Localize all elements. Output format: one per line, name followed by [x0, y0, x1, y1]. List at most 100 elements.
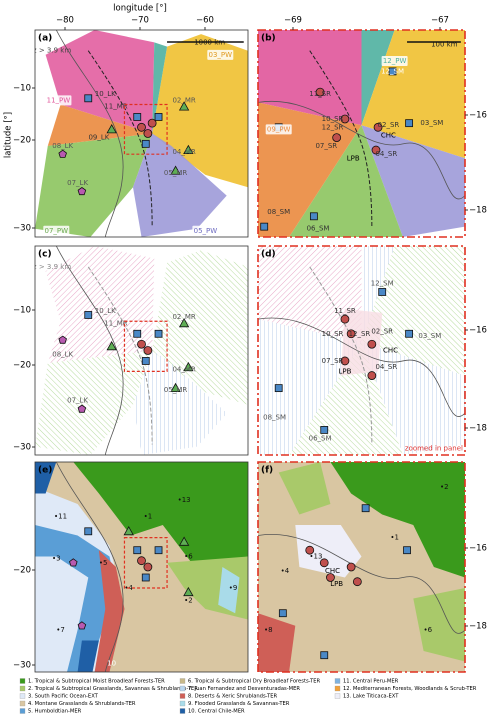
annotation: 03_SM — [420, 119, 443, 127]
station-marker — [133, 546, 142, 555]
station-marker — [340, 114, 350, 124]
region — [133, 350, 227, 455]
station-marker — [367, 371, 377, 380]
annotation: 07_SR — [315, 142, 337, 150]
legend-label: 8. Deserts & Xeric Shrublands-TER — [188, 694, 278, 700]
annotation: 12_SR — [322, 123, 344, 131]
map-panel: 12_SM 11_SR 10_SR 12_SR 02_SR 03_SM CHC 07_SR 04… — [258, 246, 465, 455]
legend-swatch — [334, 685, 341, 692]
legend-swatch — [19, 678, 26, 684]
zoom-box — [123, 320, 168, 372]
annotation: 12_SR — [349, 330, 371, 338]
panel-label: (d) — [261, 250, 276, 260]
panel-frame — [34, 245, 249, 456]
legend-label: 2. Tropical & Subtropical Grasslands, Sa… — [28, 686, 198, 692]
station-marker — [58, 335, 67, 344]
annotation: 04_MR — [172, 148, 195, 156]
station-marker — [147, 118, 157, 128]
station-marker — [346, 562, 356, 572]
legend-label: 7. Juan Fernandez and Desventuradas-MER — [188, 686, 300, 692]
region — [258, 319, 362, 455]
annotation: •6 — [423, 626, 432, 634]
region — [340, 308, 383, 376]
y-tick-label: −20 — [13, 361, 31, 371]
label-box — [381, 56, 408, 67]
annotation: 07_LK — [67, 397, 88, 405]
annotation: •1 — [390, 534, 399, 542]
elevation-contour — [87, 266, 153, 445]
y-tick-label: −30 — [13, 443, 31, 453]
region — [361, 246, 465, 376]
coastline — [55, 30, 124, 237]
station-marker — [367, 339, 377, 349]
region — [152, 250, 248, 405]
region — [94, 550, 125, 672]
station-marker — [320, 651, 329, 660]
legend-label: 4. Montane Grasslands & Shrublands-TER — [28, 701, 136, 707]
annotation: 08_SM — [267, 208, 290, 216]
station-marker — [373, 122, 383, 132]
annotation: 08_LK — [52, 351, 73, 359]
annotation: zoomed in panel — [405, 445, 463, 453]
station-marker — [141, 139, 150, 148]
panel-frame — [257, 29, 466, 238]
annotation: •11 — [54, 513, 67, 521]
station-marker — [154, 329, 163, 338]
station-marker — [405, 119, 414, 128]
legend-swatch — [179, 700, 186, 707]
station-marker — [143, 346, 153, 355]
y-tick-label: −16 — [469, 326, 487, 336]
panel-label: (a) — [38, 34, 52, 44]
panel-frame — [34, 29, 249, 238]
annotation: 02_SR — [378, 121, 400, 129]
elevation-contour — [309, 50, 373, 227]
station-marker — [69, 558, 78, 567]
station-marker — [320, 426, 329, 434]
label-box — [43, 225, 70, 236]
annotation: 07_PW — [45, 227, 69, 235]
annotation: 03_SM — [418, 332, 441, 340]
zoom-box — [123, 536, 168, 589]
map-panel: •1•11•3•5•4•2•6•9•710•13 — [35, 462, 248, 672]
label-box — [192, 225, 219, 236]
station-marker — [405, 329, 414, 338]
station-marker — [137, 556, 146, 566]
region — [258, 246, 362, 343]
x-tick-label: −70 — [131, 16, 149, 26]
annotation: •2 — [440, 483, 449, 491]
legend-label: 11. Central Peru-MER — [343, 679, 399, 685]
legend-swatch — [179, 708, 186, 714]
region — [258, 613, 296, 672]
x-tick-label: −67 — [431, 16, 449, 26]
station-marker — [77, 404, 87, 413]
region — [45, 246, 155, 351]
station-marker — [77, 187, 87, 196]
station-marker — [84, 94, 93, 103]
station-marker — [361, 504, 370, 513]
station-marker — [260, 222, 269, 231]
station-marker — [378, 288, 387, 296]
region — [152, 42, 168, 134]
y-tick-label: −30 — [13, 661, 31, 671]
legend-swatch — [334, 693, 341, 699]
station-marker — [143, 129, 153, 138]
legend-swatch — [19, 685, 26, 692]
legend-label: 9. Flooded Grasslands & Savannas-TER — [188, 701, 290, 707]
station-marker — [305, 545, 315, 555]
coastline — [55, 246, 124, 455]
region — [133, 133, 227, 237]
map-panel: z > 3.9 km 10_LK 11_MR 02_MR 08_LK 04_MR 05_MR… — [35, 246, 248, 455]
annotation: 12_SM — [371, 280, 394, 288]
annotation: •7 — [56, 626, 65, 634]
station-marker — [154, 546, 163, 555]
coastline — [258, 100, 465, 200]
station-marker — [133, 113, 142, 121]
annotation: 04_SR — [375, 150, 397, 158]
station-marker — [332, 133, 342, 143]
region — [361, 30, 395, 126]
annotation: 11_SR — [334, 307, 356, 315]
annotation: 04_MR — [172, 365, 195, 373]
annotation: LPB — [330, 580, 343, 588]
x-axis-label: longitude [°] — [113, 4, 167, 14]
region — [73, 462, 248, 567]
